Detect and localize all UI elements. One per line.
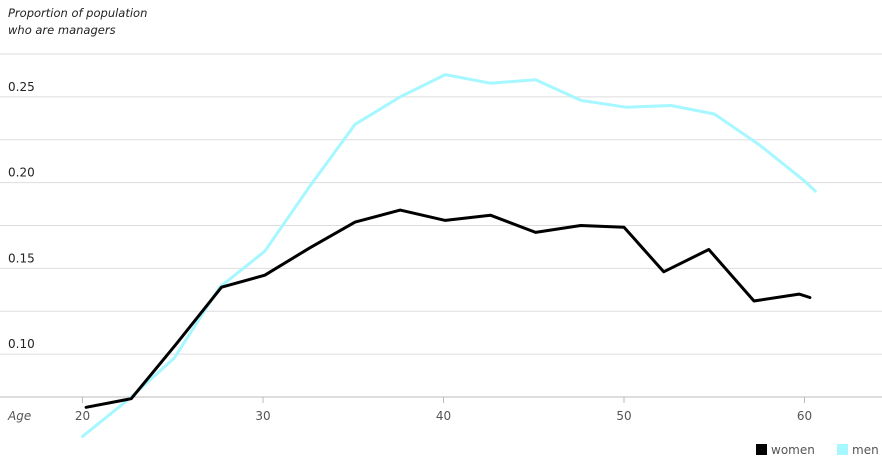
x-tick-label: 40	[436, 409, 451, 423]
x-tick-label: 50	[616, 409, 631, 423]
legend-label-men: men	[852, 443, 879, 457]
x-axis-title: Age	[7, 409, 31, 423]
series-line-women	[84, 208, 812, 409]
series-line-men	[81, 73, 817, 438]
y-axis-title-line2: who are managers	[8, 23, 116, 37]
series	[81, 73, 817, 438]
grid	[0, 53, 882, 403]
legend: women men	[756, 443, 879, 457]
y-axis-ticks: 0.10 0.15 0.20 0.25	[8, 80, 35, 351]
x-tick-label: 20	[75, 409, 90, 423]
y-tick-label: 0.15	[8, 251, 35, 265]
x-tick-label: 30	[255, 409, 270, 423]
y-tick-label: 0.20	[8, 166, 35, 180]
legend-label-women: women	[771, 443, 815, 457]
x-tick-label: 60	[797, 409, 812, 423]
legend-swatch-women	[756, 444, 767, 455]
legend-swatch-men	[837, 444, 848, 455]
x-axis-ticks: 20 30 40 50 60	[75, 409, 812, 423]
y-tick-label: 0.25	[8, 80, 35, 94]
y-axis-title-line1: Proportion of population	[8, 6, 147, 20]
y-tick-label: 0.10	[8, 337, 35, 351]
